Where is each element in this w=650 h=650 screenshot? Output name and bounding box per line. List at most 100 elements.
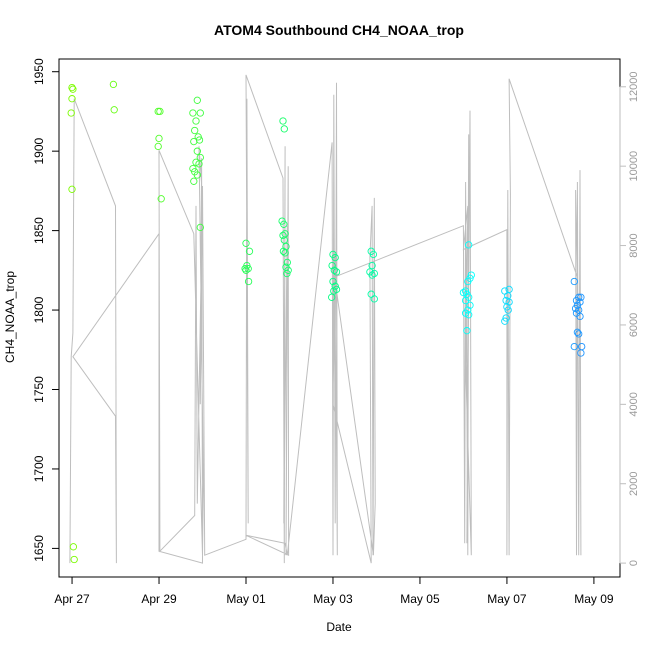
data-point <box>505 298 513 306</box>
data-point <box>279 117 287 125</box>
data-point <box>332 268 341 276</box>
data-point <box>156 107 164 116</box>
data-point <box>67 109 75 117</box>
data-point <box>367 290 375 298</box>
data-point <box>284 266 292 274</box>
data-point <box>280 125 288 133</box>
y-tick-label: 1700 <box>32 455 46 482</box>
y-tick-label: 1900 <box>32 137 46 164</box>
data-point <box>370 269 378 278</box>
secondary-y-tick-label: 10000 <box>628 151 640 182</box>
x-tick-label: May 05 <box>400 592 440 606</box>
y-axis: 1650 1700 1750 1800 1850 1900 1950 <box>32 58 59 562</box>
data-point <box>466 301 474 309</box>
data-point <box>244 265 252 273</box>
data-point <box>193 147 201 155</box>
x-axis-label: Date <box>326 620 352 634</box>
data-point <box>329 277 337 286</box>
x-tick-label: May 07 <box>487 592 527 606</box>
data-point <box>573 328 582 336</box>
data-point <box>279 231 287 240</box>
data-point <box>190 177 198 185</box>
y-tick-label: 1950 <box>32 58 46 85</box>
data-point <box>68 83 76 92</box>
data-point <box>279 247 288 255</box>
data-point <box>196 109 204 117</box>
data-point <box>328 293 336 301</box>
data-point <box>68 185 76 193</box>
secondary-y-tick-label: 6000 <box>628 313 640 337</box>
data-point <box>242 266 250 274</box>
y-tick-label: 1650 <box>32 535 46 562</box>
data-point <box>576 312 584 321</box>
data-point <box>461 296 470 305</box>
x-tick-label: Apr 27 <box>54 592 90 606</box>
secondary-y-tick-label: 8000 <box>628 233 640 257</box>
data-point <box>69 85 77 93</box>
data-point <box>191 126 199 135</box>
data-point <box>501 317 509 325</box>
secondary-y-tick-label: 2000 <box>628 471 640 495</box>
data-point <box>192 117 200 125</box>
y-tick-label: 1850 <box>32 217 46 244</box>
data-point <box>242 239 250 247</box>
data-point <box>332 285 341 294</box>
data-point <box>502 314 510 322</box>
data-point <box>504 306 512 314</box>
data-point <box>280 220 288 228</box>
x-axis: Apr 27 Apr 29 May 01 May 03 May 05 May 07 May … <box>54 577 614 606</box>
secondary-y-tick-label: 4000 <box>628 392 640 416</box>
chart-title: ATOM4 Southbound CH4_NOAA_trop <box>214 22 464 38</box>
y-tick-label: 1750 <box>32 376 46 403</box>
data-point <box>577 293 585 301</box>
data-point <box>110 106 118 114</box>
x-tick-label: Apr 29 <box>141 592 177 606</box>
data-point <box>193 96 201 104</box>
x-tick-label: May 03 <box>313 592 353 606</box>
data-point <box>570 277 578 286</box>
data-point <box>463 327 471 335</box>
data-point <box>465 241 473 249</box>
data-point <box>465 311 473 319</box>
data-point <box>503 303 511 311</box>
data-point <box>190 137 198 146</box>
data-point <box>575 330 583 338</box>
data-point <box>330 266 338 274</box>
secondary-y-tick-label: 0 <box>628 560 640 566</box>
data-point <box>196 223 204 232</box>
data-point <box>245 247 254 255</box>
y-tick-label: 1800 <box>32 296 46 323</box>
data-point <box>570 342 578 351</box>
data-point <box>244 277 253 286</box>
data-point <box>281 249 289 257</box>
data-point <box>459 288 468 297</box>
data-point <box>189 109 197 117</box>
data-point <box>70 555 78 564</box>
altitude-line <box>69 74 582 564</box>
data-point <box>461 287 470 295</box>
data-point <box>193 171 201 179</box>
y-axis-label: CH4_NOAA_trop <box>3 271 17 363</box>
data-point <box>283 269 291 278</box>
x-tick-label: May 01 <box>226 592 266 606</box>
ch4-points <box>67 80 586 564</box>
data-point <box>283 258 291 267</box>
data-point <box>154 142 162 151</box>
data-point <box>577 349 585 357</box>
data-point <box>69 543 78 551</box>
data-point <box>109 80 118 89</box>
secondary-y-axis: 0 2000 4000 6000 8000 10000 12000 <box>619 71 640 566</box>
data-point <box>328 261 336 270</box>
data-point <box>157 195 165 203</box>
data-point <box>467 271 475 279</box>
secondary-y-tick-label: 12000 <box>628 71 640 102</box>
data-point <box>68 95 76 103</box>
data-point <box>464 277 472 286</box>
data-point <box>241 265 249 273</box>
data-point <box>331 253 339 262</box>
data-point <box>331 282 339 290</box>
data-point <box>195 160 203 168</box>
altitude-series <box>69 74 582 564</box>
data-point <box>369 250 378 259</box>
